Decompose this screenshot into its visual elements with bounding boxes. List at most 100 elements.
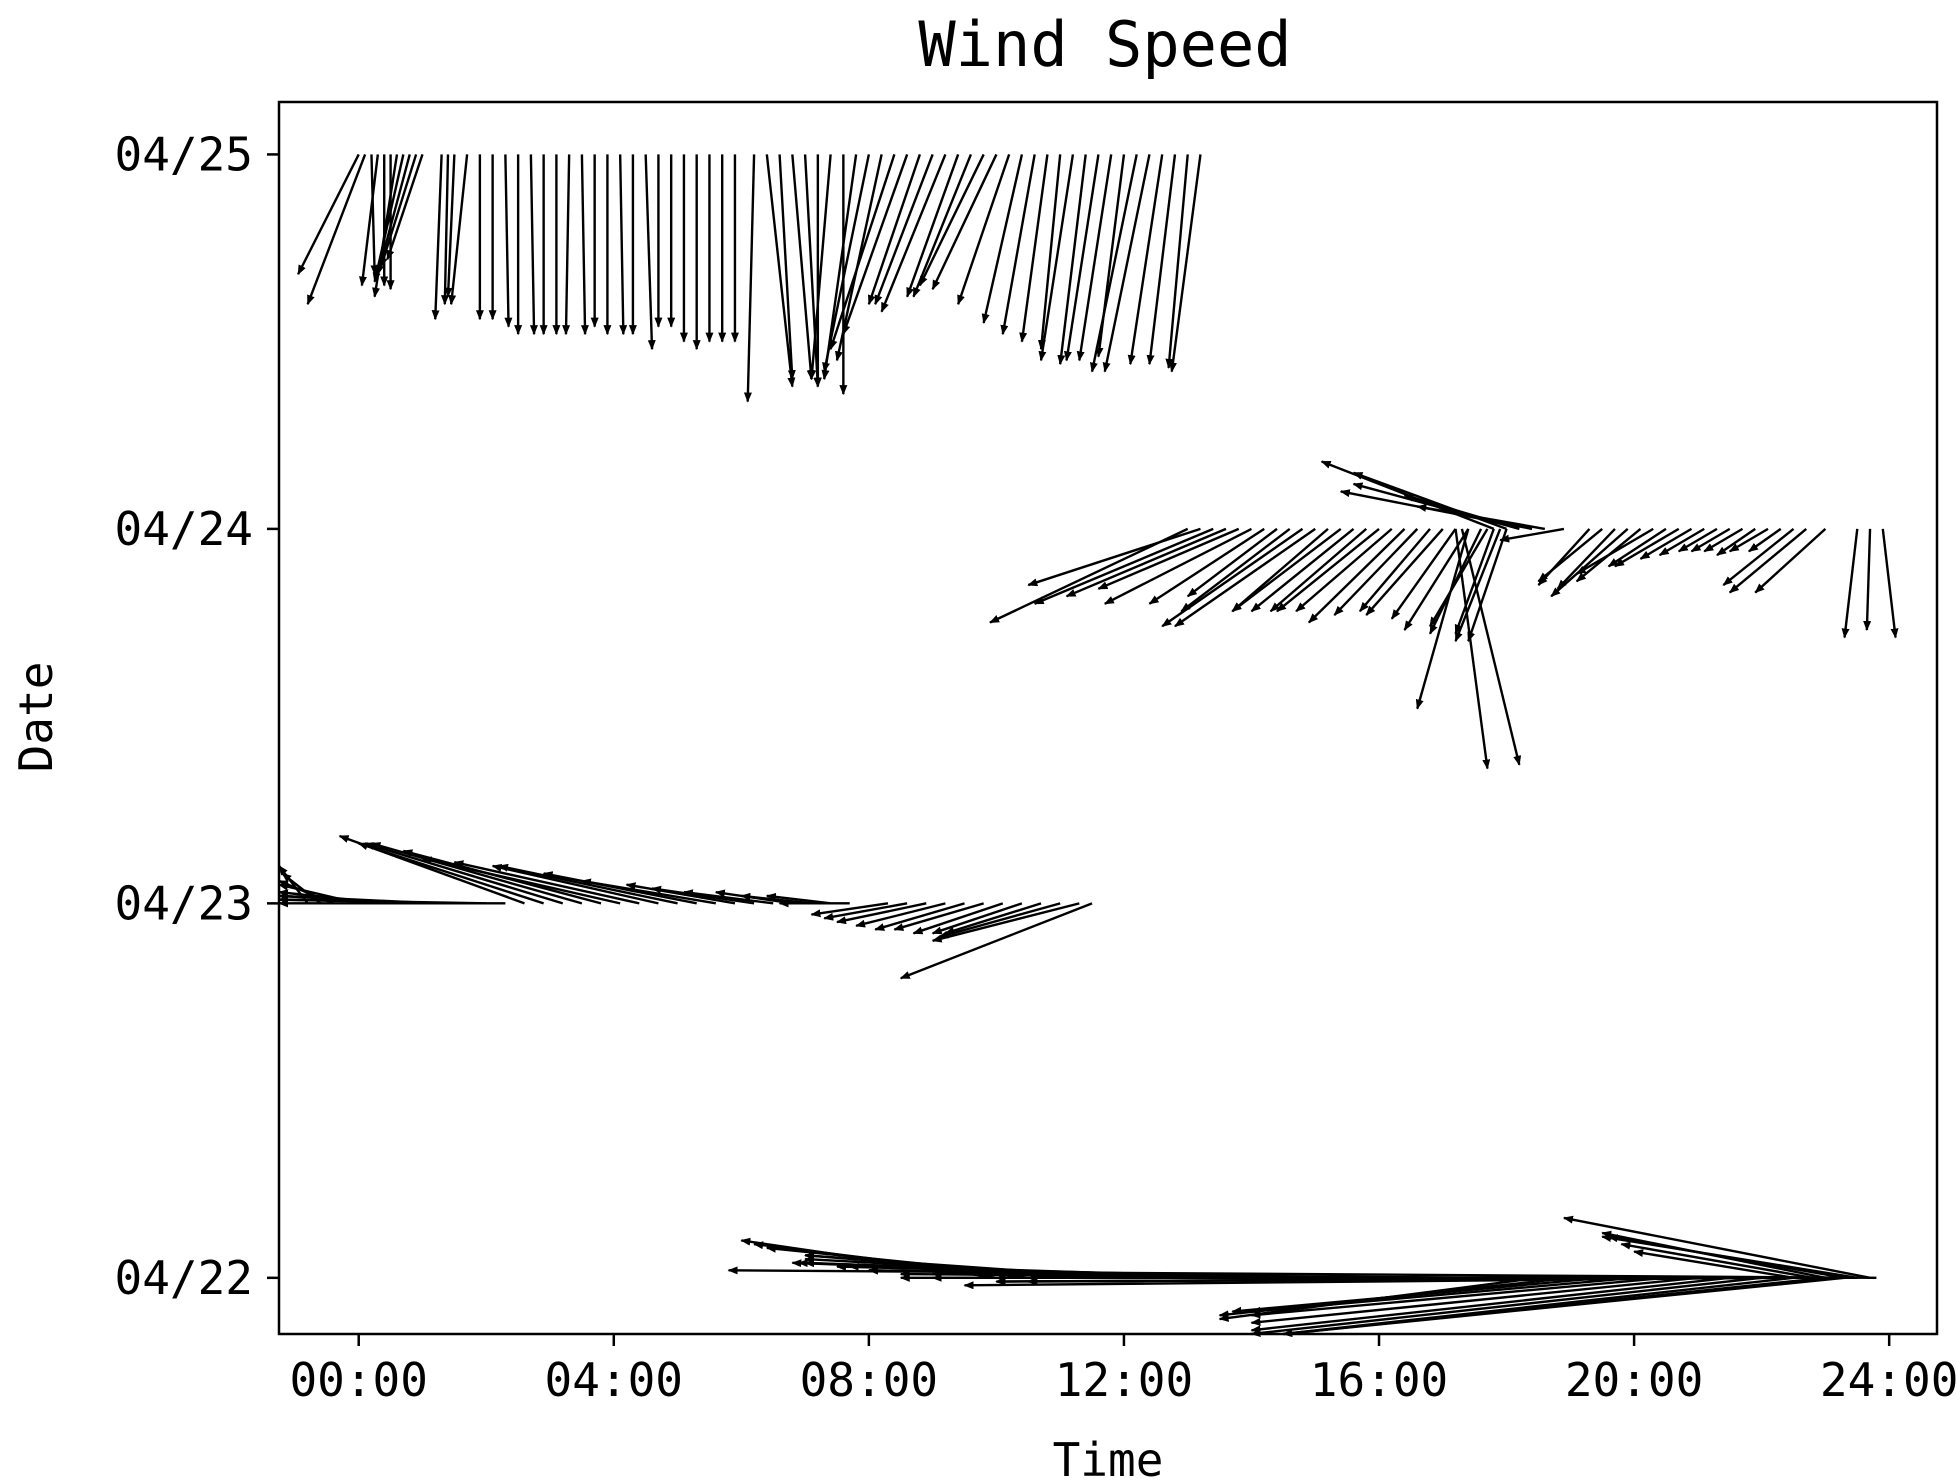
wind-arrow xyxy=(370,154,379,276)
wind-arrow xyxy=(1390,528,1457,620)
wind-arrow xyxy=(1754,528,1827,594)
wind-arrow xyxy=(1365,528,1444,616)
wind-arrow xyxy=(1076,154,1113,362)
wind-arrow xyxy=(580,878,717,905)
wind-arrow xyxy=(1231,1276,1603,1315)
wind-arrow xyxy=(874,153,934,306)
wind-arrow xyxy=(440,154,450,306)
wind-arrow xyxy=(1250,1276,1635,1315)
wind-arrow xyxy=(1186,527,1278,598)
wind-arrow xyxy=(504,154,513,328)
wind-arrow xyxy=(880,153,947,313)
wind-arrow xyxy=(1148,527,1265,605)
wind-arrow xyxy=(1295,527,1393,613)
wind-arrow xyxy=(918,153,985,287)
wind-arrow xyxy=(1403,493,1520,531)
wind-arrow xyxy=(1276,527,1380,613)
wind-arrow xyxy=(867,154,922,306)
x-tick-label: 24:00 xyxy=(1820,1353,1956,1407)
wind-arrow xyxy=(1722,527,1795,587)
x-tick-label: 00:00 xyxy=(289,1353,427,1407)
wind-arrow xyxy=(1454,528,1502,643)
wind-arrow xyxy=(1601,1234,1858,1280)
wind-arrow xyxy=(297,153,360,276)
wind-arrow xyxy=(899,902,1093,980)
wind-arrow xyxy=(778,154,796,381)
wind-arrow xyxy=(1748,527,1782,553)
y-tick-label: 04/23 xyxy=(115,876,253,930)
wind-arrow xyxy=(931,153,998,291)
wind-arrow xyxy=(905,154,960,298)
y-tick-label: 04/22 xyxy=(115,1251,253,1305)
wind-arrow xyxy=(1097,527,1240,590)
plot-area xyxy=(277,100,1939,1338)
wind-arrow xyxy=(938,902,1061,939)
wind-arrow xyxy=(1250,1276,1762,1337)
wind-arrow xyxy=(855,902,946,928)
wind-arrow xyxy=(1716,527,1756,557)
wind-arrow xyxy=(357,842,545,905)
x-tick-label: 16:00 xyxy=(1310,1353,1448,1407)
wind-arrow xyxy=(491,863,659,905)
wind-arrow xyxy=(765,892,831,905)
wind-arrow xyxy=(1333,528,1419,616)
chart-title: Wind Speed xyxy=(918,8,1291,81)
wind-arrow xyxy=(1000,154,1036,336)
wind-arrow xyxy=(1102,154,1151,373)
wind-arrow xyxy=(874,902,965,931)
y-tick-label: 04/25 xyxy=(115,127,253,181)
arrows-layer xyxy=(278,153,1899,1338)
wind-arrow xyxy=(1063,154,1100,362)
wind-arrow xyxy=(379,154,418,268)
wind-arrow xyxy=(1282,1276,1845,1338)
wind-arrow xyxy=(1180,527,1291,613)
wind-arrow xyxy=(644,154,656,351)
wind-arrow xyxy=(1575,527,1654,575)
wind-arrow xyxy=(1841,528,1859,639)
wind-arrow xyxy=(1037,154,1062,351)
wind-arrow xyxy=(823,902,908,921)
wind-arrow xyxy=(765,154,796,388)
wind-arrow xyxy=(740,892,812,905)
wind-arrow xyxy=(359,154,380,287)
wind-arrow xyxy=(1728,527,1808,594)
wind-arrow xyxy=(822,154,871,373)
wind-arrow xyxy=(1639,527,1693,560)
y-tick-label: 04/24 xyxy=(115,502,253,556)
wind-arrow xyxy=(1019,154,1049,343)
wind-arrow xyxy=(1556,528,1616,590)
wind-arrow xyxy=(1089,154,1138,373)
wind-arrow xyxy=(1168,154,1202,373)
wind-arrow xyxy=(829,154,896,351)
wind-arrow xyxy=(1728,527,1769,553)
x-axis: 00:00 04:00 08:00 12:00 16:00 20:00 24:00 xyxy=(289,1334,1956,1407)
wind-arrow xyxy=(1103,527,1253,605)
wind-arrow xyxy=(1231,527,1329,613)
wind-arrow xyxy=(1127,154,1164,366)
wind-arrow xyxy=(1562,1215,1871,1280)
wind-arrow xyxy=(1620,1241,1813,1280)
wind-arrow xyxy=(682,889,774,905)
wind-arrow xyxy=(1250,1276,1730,1334)
wind-arrow xyxy=(727,1266,1877,1280)
wind-arrow xyxy=(791,154,815,381)
wind-arrow xyxy=(957,154,1011,306)
wind-arrow xyxy=(1454,528,1491,770)
wind-arrow xyxy=(1633,1249,1794,1280)
wind-arrow xyxy=(372,154,405,283)
wind-arrow xyxy=(364,842,564,905)
wind-arrow xyxy=(1658,527,1705,557)
wind-arrow xyxy=(1057,154,1087,366)
wind-arrow xyxy=(1358,528,1431,613)
wind-arrow xyxy=(931,902,1080,943)
wind-arrow xyxy=(618,154,628,336)
wind-arrow xyxy=(981,154,1024,324)
wind-arrow xyxy=(386,154,424,261)
wind-arrow xyxy=(1614,527,1680,568)
wind-arrow xyxy=(1161,527,1304,628)
wind-arrow xyxy=(1881,528,1899,639)
x-tick-label: 08:00 xyxy=(800,1353,938,1407)
wind-arrow xyxy=(1027,527,1201,587)
wind-arrow xyxy=(370,842,583,905)
